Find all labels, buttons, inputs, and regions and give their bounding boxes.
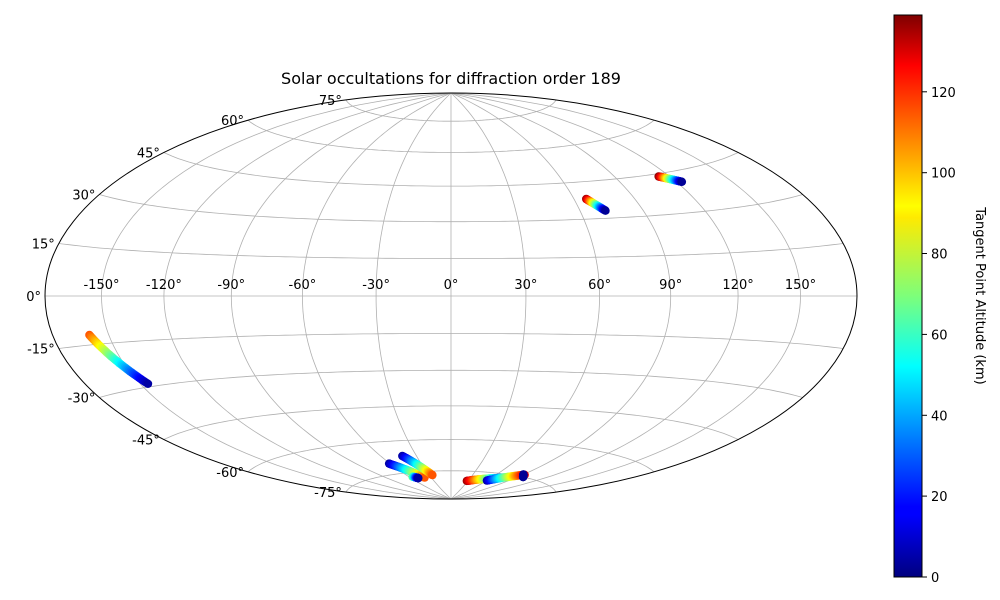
parallel-line — [247, 439, 655, 473]
latitude-tick-label: -75° — [314, 486, 342, 501]
latitude-tick-label: -30° — [68, 392, 96, 407]
parallel-line — [345, 99, 557, 122]
latitude-tick-label: 15° — [32, 238, 55, 253]
latitude-tick-label: 30° — [72, 189, 95, 204]
occultation-point — [601, 206, 610, 215]
latitude-tick-label: 45° — [137, 147, 160, 162]
longitude-tick-labels: -150° -120° -90° -60° -30° 0° 30° 60° 90° 120° 150… — [83, 278, 816, 293]
longitude-tick-label: -150° — [83, 278, 119, 293]
longitude-tick-label: 90° — [659, 278, 682, 293]
occultation-point — [428, 470, 437, 480]
chart-title: Solar occultations for diffraction order… — [281, 69, 621, 88]
parallel-line — [345, 470, 557, 493]
longitude-tick-label: 30° — [514, 278, 537, 293]
colorbar-tick-label: 100 — [931, 167, 956, 182]
parallel-line — [58, 333, 844, 349]
latitude-tick-label: -45° — [132, 434, 160, 449]
parallel-line — [58, 243, 844, 259]
longitude-tick-label: 0° — [444, 278, 459, 293]
colorbar-tick-label: 0 — [931, 571, 939, 586]
colorbar-tick-label: 60 — [931, 328, 948, 343]
longitude-tick-label: -60° — [289, 278, 317, 293]
map-boundary — [44, 92, 858, 500]
colorbar: 0 20 40 60 80 100 120 Tangent Point Altitude (… — [893, 14, 987, 586]
parallel-line — [99, 194, 803, 223]
latitude-tick-label: -60° — [216, 466, 244, 481]
latitude-tick-label: 75° — [319, 94, 342, 109]
colorbar-tick-label: 120 — [931, 86, 956, 101]
colorbar-ticks: 0 20 40 60 80 100 120 — [922, 86, 956, 586]
colorbar-gradient — [893, 14, 923, 578]
longitude-tick-label: -120° — [146, 278, 182, 293]
map-gridlines — [45, 93, 857, 499]
parallel-line — [163, 152, 739, 187]
longitude-tick-label: 150° — [785, 278, 816, 293]
parallel-line — [247, 119, 655, 153]
longitude-tick-label: -30° — [362, 278, 390, 293]
latitude-tick-label: 60° — [221, 114, 244, 129]
longitude-tick-label: 60° — [588, 278, 611, 293]
latitude-tick-label: 0° — [26, 290, 41, 305]
occultation-tracks — [85, 172, 687, 486]
colorbar-tick-label: 80 — [931, 248, 948, 263]
colorbar-label: Tangent Point Altitude (km) — [972, 206, 987, 384]
occultation-point — [414, 473, 423, 483]
colorbar-tick-label: 40 — [931, 409, 948, 424]
colorbar-tick-label: 20 — [931, 490, 948, 505]
longitude-tick-label: 120° — [722, 278, 753, 293]
occultation-point — [518, 472, 528, 482]
occultation-point — [677, 177, 687, 186]
occultation-point — [143, 379, 153, 388]
latitude-tick-label: -15° — [27, 343, 55, 358]
parallel-line — [99, 369, 803, 398]
latitude-tick-labels: 75° 60° 45° 30° 15° 0° -15° -30° -45° -60° -75° — [26, 94, 342, 501]
longitude-tick-label: -90° — [217, 278, 245, 293]
parallel-line — [163, 405, 739, 440]
